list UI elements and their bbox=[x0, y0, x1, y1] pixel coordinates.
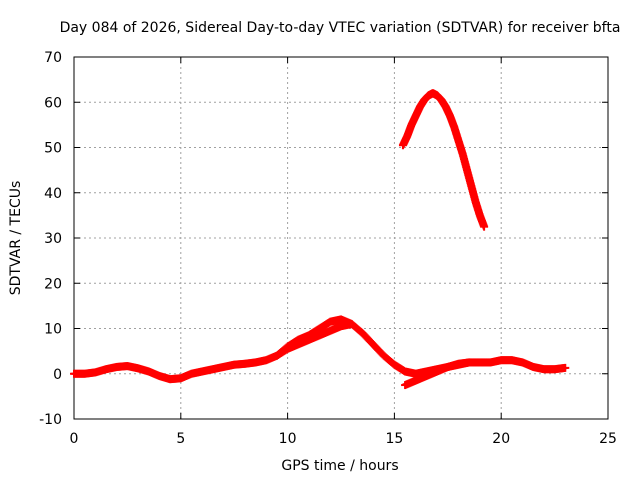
x-tick-label: 0 bbox=[70, 431, 79, 447]
x-tick-label: 10 bbox=[279, 431, 297, 447]
data-point bbox=[480, 222, 489, 231]
data-point bbox=[347, 319, 356, 328]
y-tick-label: 40 bbox=[44, 186, 62, 202]
series-secondary-track bbox=[272, 319, 356, 360]
x-tick-label: 25 bbox=[599, 431, 617, 447]
x-axis-label: GPS time / hours bbox=[281, 458, 398, 474]
y-tick-label: 10 bbox=[44, 322, 62, 338]
x-tick-label: 15 bbox=[385, 431, 403, 447]
data-point bbox=[465, 358, 474, 367]
x-tick-label: 5 bbox=[176, 431, 185, 447]
series-night-dip-track bbox=[401, 358, 474, 390]
data-point bbox=[561, 363, 570, 372]
y-tick-label: 60 bbox=[44, 95, 62, 111]
y-axis-label: SDTVAR / TECUs bbox=[8, 181, 24, 296]
y-tick-label: 50 bbox=[44, 141, 62, 157]
y-tick-label: -10 bbox=[39, 412, 62, 428]
y-tick-label: 20 bbox=[44, 276, 62, 292]
chart-title: Day 084 of 2026, Sidereal Day-to-day VTE… bbox=[60, 20, 621, 36]
series-arc bbox=[398, 89, 489, 231]
series-daily-variation bbox=[70, 315, 570, 384]
axis-ticks: 0 5 10 15 20 25 -10 0 10 20 30 40 50 60 70 bbox=[39, 50, 617, 447]
data-points bbox=[70, 89, 570, 390]
y-tick-label: 0 bbox=[53, 367, 62, 383]
x-tick-label: 20 bbox=[492, 431, 510, 447]
y-tick-label: 70 bbox=[44, 50, 62, 66]
y-tick-label: 30 bbox=[44, 231, 62, 247]
grid-lines bbox=[74, 57, 608, 419]
